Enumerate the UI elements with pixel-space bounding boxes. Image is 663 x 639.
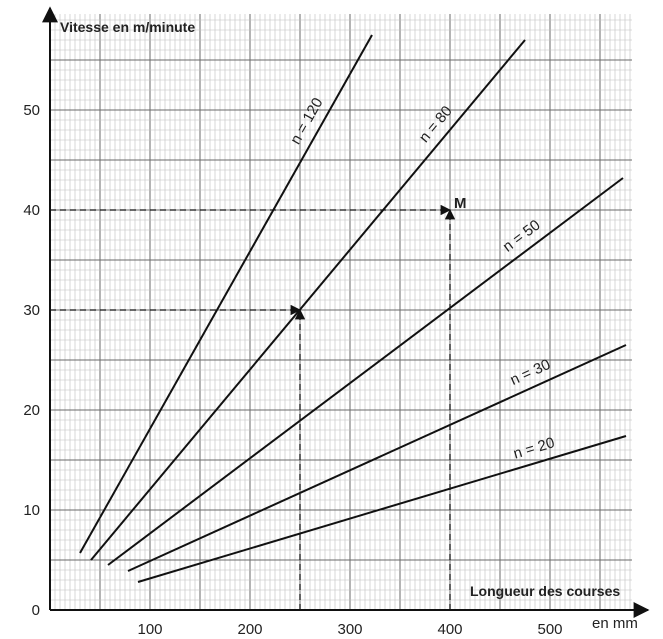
y-tick-label: 0: [32, 602, 40, 619]
axes: [42, 6, 650, 618]
y-tick-label: 10: [23, 502, 40, 519]
x-axis-title: Longueur des courses: [470, 583, 620, 599]
x-tick-label: 500: [537, 621, 562, 638]
point-m-label: M: [454, 195, 467, 212]
series-label: n = 50: [500, 217, 544, 256]
y-tick-label: 30: [23, 302, 40, 319]
series-line: [79, 34, 373, 554]
series-line: [127, 344, 627, 572]
series-label: n = 30: [508, 356, 553, 389]
series-lines: [79, 34, 627, 583]
x-tick-label: 300: [337, 621, 362, 638]
x-axis-unit: en mm: [592, 615, 638, 632]
series-line: [107, 177, 624, 566]
series-line: [137, 435, 627, 583]
y-axis-title: Vitesse en m/minute: [60, 19, 195, 35]
y-tick-label: 50: [23, 102, 40, 119]
x-tick-label: 400: [437, 621, 462, 638]
tick-labels: 0 10 20 30 40 50 100 200 300 400 500: [23, 102, 562, 638]
grid: [50, 14, 632, 610]
x-tick-label: 100: [137, 621, 162, 638]
series-line: [90, 39, 526, 561]
series-label: n = 120: [287, 95, 327, 147]
x-tick-label: 200: [237, 621, 262, 638]
y-tick-label: 40: [23, 202, 40, 219]
y-tick-label: 20: [23, 402, 40, 419]
